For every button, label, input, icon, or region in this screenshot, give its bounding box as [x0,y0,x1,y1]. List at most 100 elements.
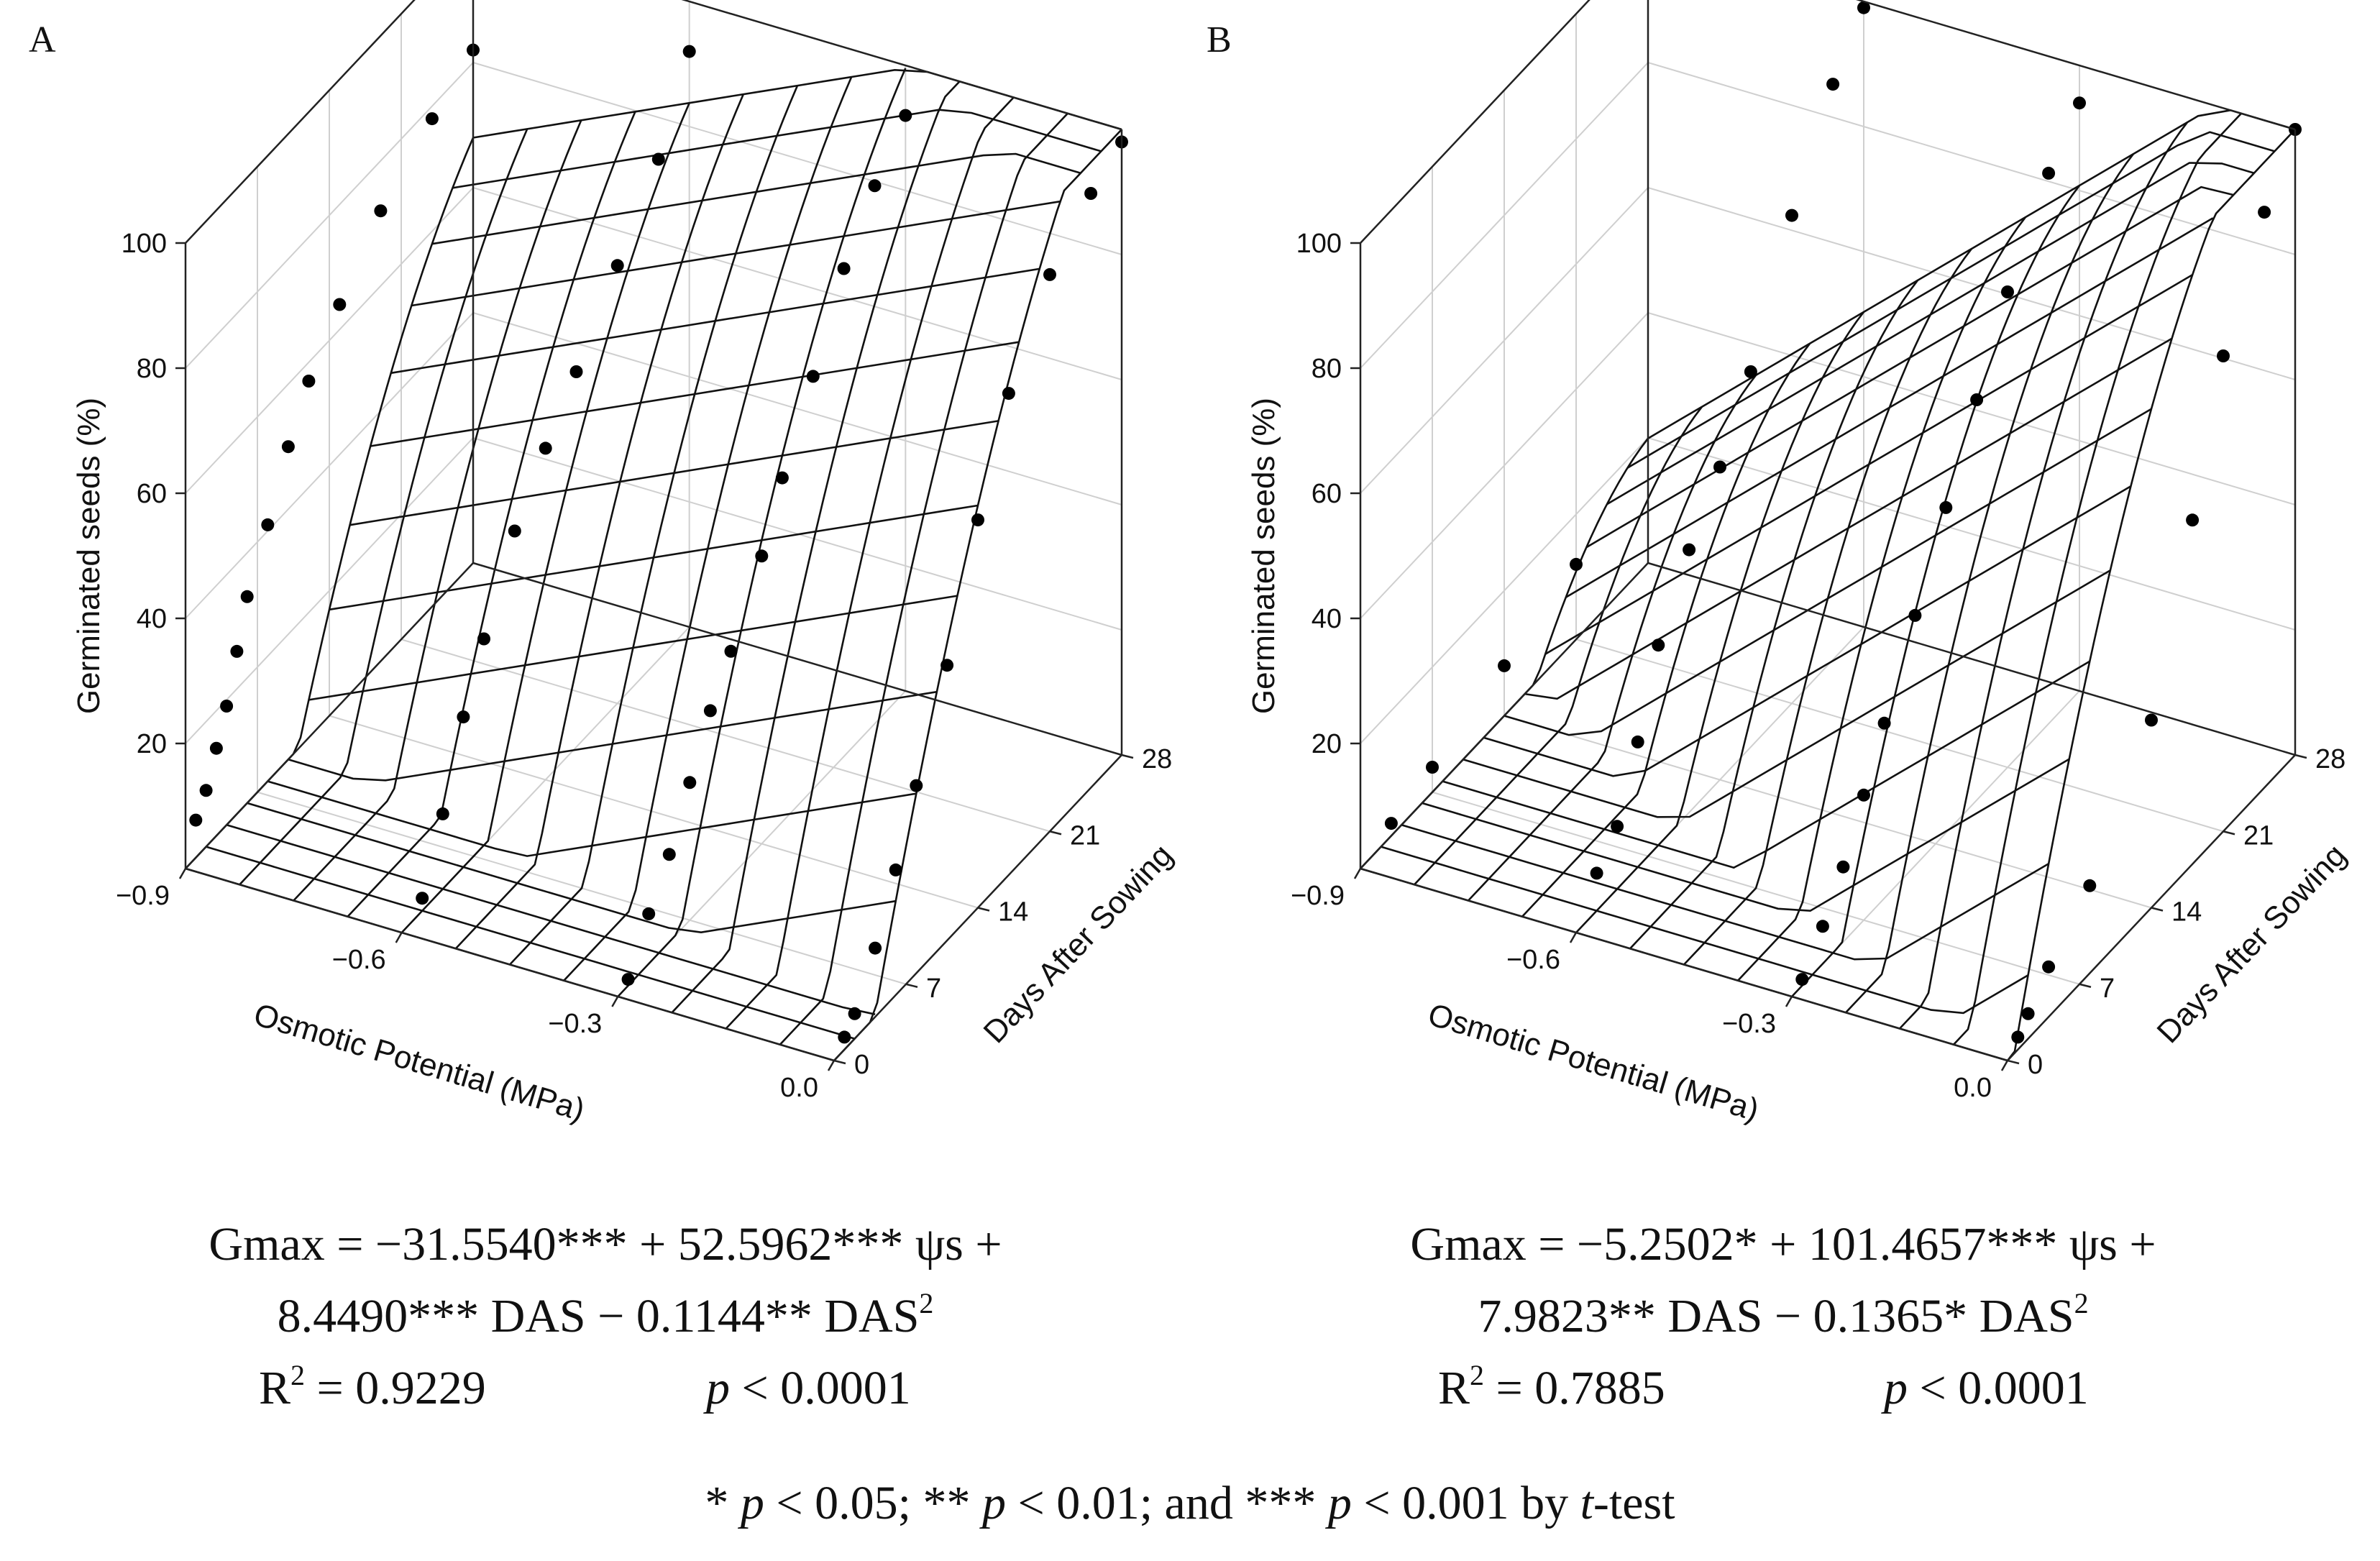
x-tick-label: 0.0 [1954,1073,1992,1103]
data-point [1857,1,1870,14]
panel-b-surface [1360,109,2296,1062]
y-tick-mark [905,983,918,988]
gridline-back-wall [1647,312,2296,505]
surface-mesh-line [1606,162,2255,505]
data-point [662,848,676,861]
gridline-floor [329,715,979,909]
panel-b-p-symbol: p [1881,1362,1908,1414]
surface-mesh-line [1544,274,2193,655]
x-tick-label: −0.3 [1722,1009,1776,1039]
z-tick-label: 20 [1312,729,1342,759]
x-tick-label: −0.3 [548,1009,602,1039]
z-tick-label: 40 [1312,604,1342,634]
data-point [1744,365,1757,378]
panel-a-equation: Gmax = −31.5540*** + 52.5962*** ψs + 8.4… [209,1218,1002,1414]
panel-letter-a: A [29,19,56,60]
gridline-floor [1575,638,2224,833]
panel-a-x-axis-label: Osmotic Potential (MPa) [250,997,589,1127]
footnote-p-symbol-2: p [979,1477,1006,1529]
data-point [425,112,439,126]
data-point [1970,393,1984,406]
surface-mesh-line [206,846,855,1040]
data-point [436,807,449,820]
surface-mesh-line [1791,185,2081,997]
surface-mesh-line [411,200,1061,307]
surface-mesh-line [431,152,1081,245]
footnote-part-5: -test [1593,1477,1675,1529]
y-tick-mark [2223,830,2235,836]
y-tick-label: 0 [2028,1050,2043,1080]
panel-a-ticks: 20 40 60 80 100 −0.9 −0.6 −0.3 0.0 0 7 14 21 28 [116,229,1172,1103]
surface-mesh-line [509,85,799,966]
panel-a-surface [185,68,1122,1062]
data-point [2258,206,2271,219]
data-point [1002,387,1015,400]
footnote-part-2: < 0.05; ** [764,1477,982,1529]
data-point [2073,96,2086,110]
frame-edge [681,0,1122,131]
surface-mesh-line [563,76,853,981]
surface-mesh-line [370,341,1020,447]
frame-edge [185,562,474,869]
surface-mesh-line [1524,337,2173,700]
data-point [806,370,820,383]
panel-a-equation-line2-main: 8.4490*** DAS − 0.1144** DAS [278,1290,920,1342]
panel-a-p-symbol: p [703,1362,730,1414]
surface-mesh-line [1521,343,1811,917]
data-point [1877,716,1891,730]
data-point [457,710,470,724]
panel-a-equation-line1: Gmax = −31.5540*** + 52.5962*** ψs + [209,1218,1002,1271]
y-tick-mark [2294,754,2307,759]
data-point [1631,735,1644,749]
frame-edge [1855,0,2296,131]
panel-a-equation-line2: 8.4490*** DAS − 0.1144** DAS2 [278,1287,934,1342]
y-tick-label: 28 [1142,744,1172,774]
footnote-part-1: * [705,1477,741,1529]
x-tick-mark [178,868,187,879]
gridline-back-wall [1647,187,2296,380]
panel-a-equation-line2-sup: 2 [919,1287,933,1319]
surface-mesh-line [1626,131,2275,469]
data-point [2011,1030,2025,1044]
panel-a-r2-value: = 0.9229 [305,1362,486,1414]
y-tick-mark [833,1059,846,1065]
y-tick-mark [977,907,990,912]
gridline-floor [401,638,1051,833]
data-point [2217,349,2230,362]
data-point [724,644,738,658]
x-tick-mark [1353,868,1362,879]
x-tick-mark [827,1060,836,1071]
data-point [683,776,697,789]
frame-edge [472,562,1122,756]
data-point [261,518,275,531]
panel-b-z-axis-label: Germinated seeds (%) [1246,398,1281,714]
data-point [333,298,347,311]
data-point [199,784,213,797]
y-tick-label: 14 [998,897,1028,928]
panel-b-x-axis-label: Osmotic Potential (MPa) [1424,997,1763,1128]
data-point [848,1007,861,1020]
y-tick-mark [1121,754,1134,759]
data-point [302,375,316,388]
data-point [651,152,665,166]
panel-b-frame [1359,0,2297,1062]
panel-b-equation-line2: 7.9823** DAS − 0.1365* DAS2 [1478,1287,2088,1342]
gridline-back-wall [682,0,1122,130]
surface-mesh-line [1422,758,2070,912]
gridline-back-wall [472,62,1122,255]
data-point [755,549,769,563]
surface-mesh-line [390,267,1040,375]
y-tick-label: 7 [926,974,941,1004]
frame-edge [1647,562,2296,756]
data-point [1785,209,1798,222]
data-point [1836,860,1850,874]
data-point [940,659,954,672]
data-point [2042,960,2056,974]
y-tick-mark [2079,983,2092,988]
z-tick-label: 100 [1296,229,1342,259]
surface-mesh-line [239,128,528,886]
x-tick-label: 0.0 [780,1073,818,1103]
data-point [1826,78,1840,91]
footnote-part-4: < 0.001 by [1352,1477,1580,1529]
data-point [189,813,203,827]
